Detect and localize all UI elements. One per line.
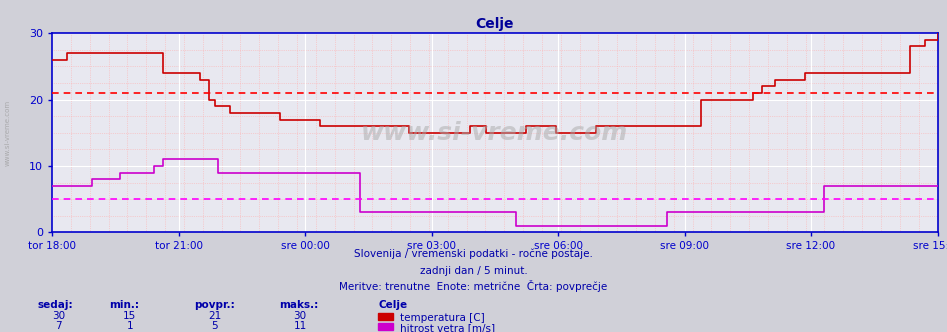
Text: 7: 7 bbox=[56, 321, 62, 331]
Text: www.si-vreme.com: www.si-vreme.com bbox=[5, 100, 10, 166]
Text: Meritve: trenutne  Enote: metrične  Črta: povprečje: Meritve: trenutne Enote: metrične Črta: … bbox=[339, 281, 608, 292]
Text: 15: 15 bbox=[123, 311, 136, 321]
Text: 30: 30 bbox=[52, 311, 65, 321]
Text: 11: 11 bbox=[294, 321, 307, 331]
Text: 30: 30 bbox=[294, 311, 307, 321]
Text: povpr.:: povpr.: bbox=[194, 300, 235, 310]
Text: min.:: min.: bbox=[109, 300, 139, 310]
Text: 5: 5 bbox=[212, 321, 218, 331]
Text: sedaj:: sedaj: bbox=[38, 300, 74, 310]
Text: temperatura [C]: temperatura [C] bbox=[400, 313, 484, 323]
Text: 1: 1 bbox=[127, 321, 133, 331]
Text: Slovenija / vremenski podatki - ročne postaje.: Slovenija / vremenski podatki - ročne po… bbox=[354, 249, 593, 259]
Text: 21: 21 bbox=[208, 311, 222, 321]
Title: Celje: Celje bbox=[475, 17, 514, 31]
Text: maks.:: maks.: bbox=[279, 300, 318, 310]
Text: zadnji dan / 5 minut.: zadnji dan / 5 minut. bbox=[420, 266, 527, 276]
Text: Celje: Celje bbox=[379, 300, 408, 310]
Text: hitrost vetra [m/s]: hitrost vetra [m/s] bbox=[400, 323, 494, 332]
Text: www.si-vreme.com: www.si-vreme.com bbox=[361, 121, 629, 145]
